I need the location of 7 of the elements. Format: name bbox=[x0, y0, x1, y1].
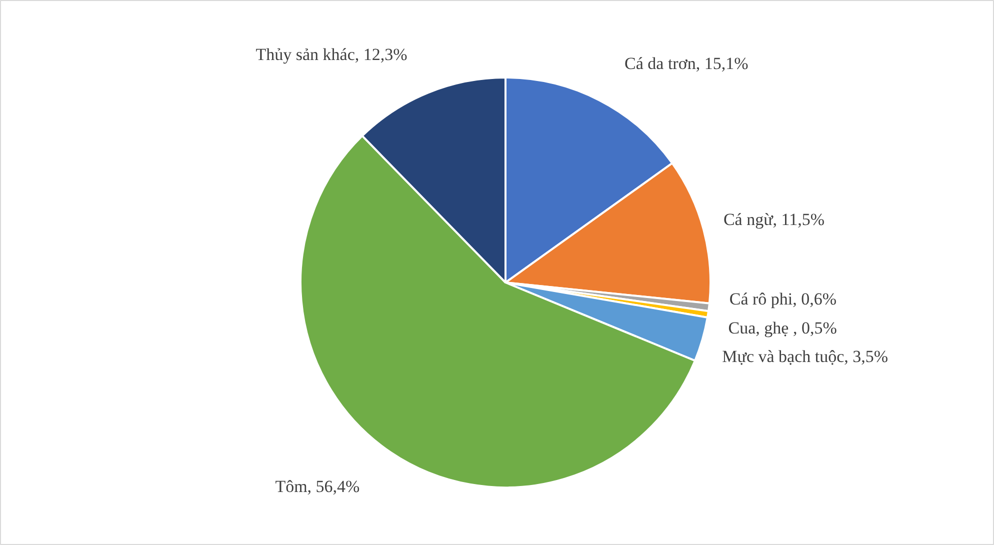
slice-label: Mực và bạch tuộc, 3,5% bbox=[722, 347, 888, 366]
slice-label: Thủy sản khác, 12,3% bbox=[256, 45, 408, 64]
slice-label: Cá ngừ, 11,5% bbox=[723, 210, 825, 229]
slice-label: Cá rô phi, 0,6% bbox=[729, 290, 837, 309]
slice-label: Tôm, 56,4% bbox=[275, 476, 360, 496]
slice-label: Cá da trơn, 15,1% bbox=[624, 54, 748, 74]
slice-label: Cua, ghẹ , 0,5% bbox=[728, 318, 837, 338]
